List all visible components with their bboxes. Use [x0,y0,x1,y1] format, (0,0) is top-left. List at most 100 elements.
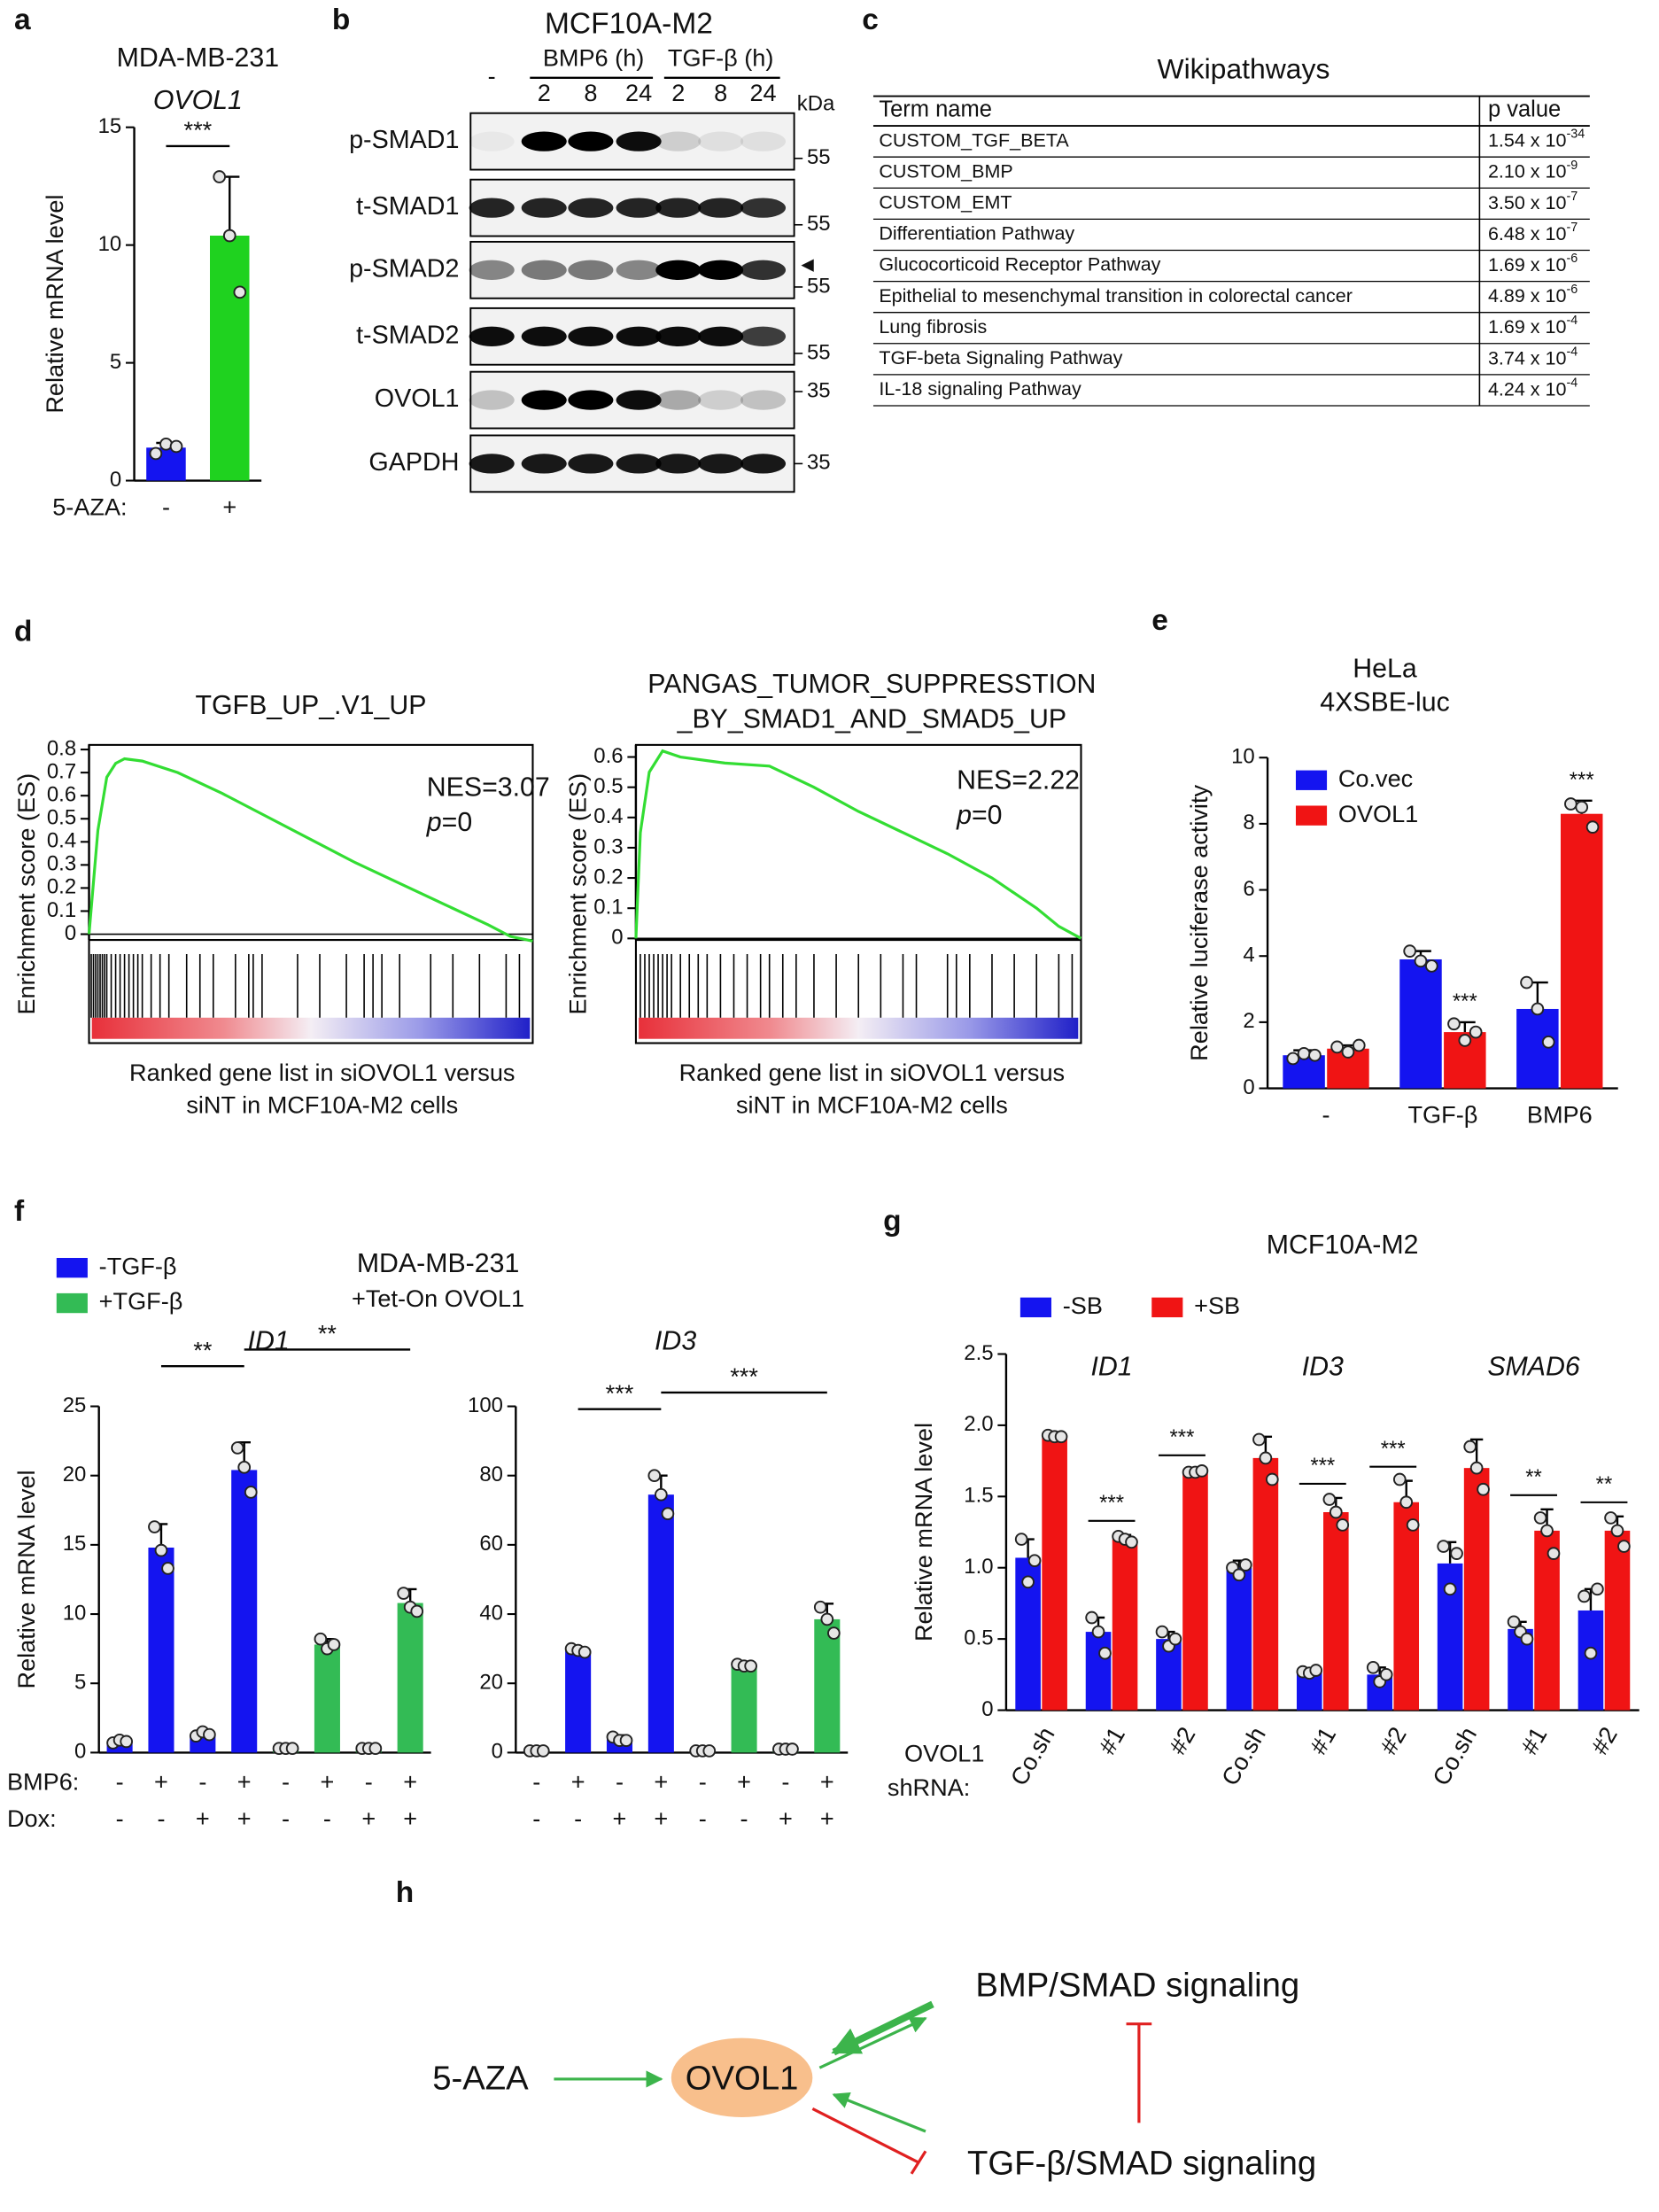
p-value: 4.89 x 10-6 [1488,283,1578,307]
p-exponent: -4 [1566,345,1578,359]
y-axis-label: Relative mRNA level [41,195,68,414]
bracket-label: ** [193,1336,213,1363]
data-point [1424,959,1438,973]
significance: *** [1570,768,1594,792]
x-tick-label: + [321,1768,335,1796]
table-header: Term name [879,97,992,121]
y-tick-label: 0.3 [593,834,623,858]
arrow [832,2092,926,2133]
unit-label: kDa [797,91,835,115]
y-tick-label: 5 [74,1671,86,1695]
chart-title: HeLa [1353,654,1417,683]
data-point [578,1645,592,1659]
y-tick-label: 5 [110,350,121,374]
bar [1399,959,1442,1089]
data-point [827,1626,841,1640]
x-tick-label: - [323,1805,331,1832]
y-tick-label: 0.7 [47,759,76,783]
term: IL-18 signaling Pathway [879,378,1081,400]
band [469,131,515,151]
node-label: TGF-β/SMAD signaling [967,2144,1316,2182]
data-point [1336,1518,1350,1532]
data-point [1443,1582,1457,1596]
y-tick-label: 0 [65,921,76,945]
data-point [148,1520,161,1533]
band [698,326,744,346]
band [521,326,567,346]
p-value: 4.24 x 10-4 [1488,376,1578,400]
x-axis-label: OVOL1 [904,1740,984,1767]
x-tick-label: #2 [1164,1722,1201,1759]
bar [1323,1511,1349,1711]
p-annotation: p=0 [426,808,472,837]
y-tick-label: 0.8 [47,736,76,760]
error-bar [220,175,240,236]
p-exponent: -7 [1566,221,1578,235]
data-point [1098,1646,1112,1660]
legend-swatch [1295,805,1328,826]
data-point [1531,1002,1545,1016]
x-tick-label: TGF-β [1407,1101,1477,1129]
band [740,260,787,280]
bar [1042,1436,1067,1711]
x-tick-label: - [116,1805,124,1832]
data-point [619,1734,633,1748]
row-label: t-SMAD2 [356,321,459,349]
data-point [161,1562,174,1575]
diagram: 5-AZA OVOL1 BMP/SMAD signaling TGF-β/SMA… [432,1966,1316,2182]
marker-label: 55 [807,212,831,236]
term: Epithelial to mesenchymal transition in … [879,285,1353,307]
y-tick-label: 0 [611,926,623,950]
y-tick-label: 2 [1243,1009,1254,1033]
panel-label: d [14,616,32,648]
row-name: BMP6: [7,1768,79,1796]
y-tick-label: 0.4 [47,829,76,853]
band [616,131,662,151]
nes: NES=3.07 [427,772,550,802]
data-point [1507,1615,1521,1629]
x-tick-label: #2 [1585,1722,1623,1759]
x-tick-label: - [162,493,170,521]
x-tick-label: - [532,1805,540,1832]
data-point [213,170,227,183]
data-point [1027,1554,1042,1568]
y-tick-label: 6 [1243,877,1254,901]
bar [1604,1530,1631,1711]
bar [1112,1539,1138,1711]
group-label: ID1 [1090,1352,1132,1381]
x-tick-label: - [198,1768,206,1796]
x-tick-label: + [654,1768,668,1796]
rank-gradient [91,1017,531,1039]
band [469,260,515,280]
y-tick-label: 10 [98,232,122,256]
data-point [1604,1511,1617,1525]
x-tick-label: + [654,1805,668,1832]
y-axis-label: Enrichment score (ES) [563,773,591,1015]
bar [397,1603,423,1753]
y-tick-label: 0.6 [47,783,76,807]
x-tick-label: - [740,1805,748,1832]
data-point [1463,1440,1477,1454]
data-point [1259,1451,1273,1465]
legend-label: OVOL1 [1338,800,1418,827]
legend-swatch [1295,770,1328,790]
x-tick-label: - [365,1768,373,1796]
p-text: =0 [972,801,1003,830]
panel-label: a [14,4,31,36]
band [655,390,702,410]
x-tick-label: Co.sh [1427,1722,1482,1790]
significance: *** [1381,1437,1406,1461]
panel-label: b [332,4,350,36]
legend-swatch [56,1258,88,1278]
band [616,260,662,280]
p-value: 1.54 x 10-34 [1488,127,1585,151]
data-point [1520,1632,1534,1646]
data-point [1584,1646,1598,1660]
y-tick-label: 0.2 [593,865,623,889]
bar [1182,1471,1208,1711]
significance: *** [1453,990,1477,1013]
rank-gradient [639,1017,1079,1039]
group-label: ID3 [1302,1352,1344,1381]
y-tick-label: 0 [1243,1075,1254,1099]
